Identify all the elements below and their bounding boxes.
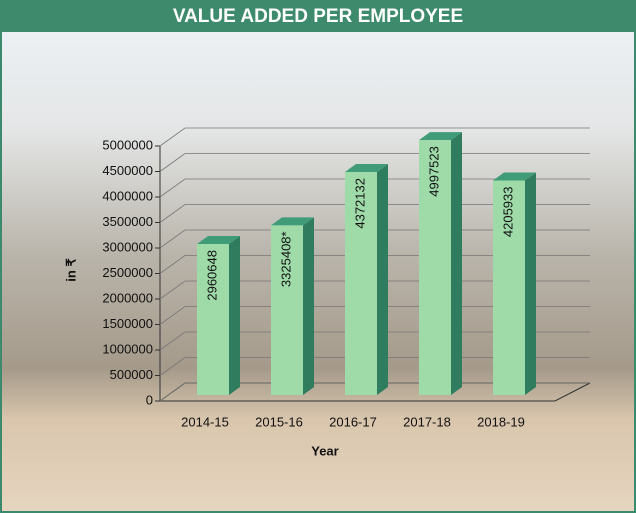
y-tick-label: 3500000: [102, 214, 153, 229]
y-tick-label: 1000000: [102, 341, 153, 356]
bar-top: [419, 132, 462, 141]
x-tick-label: 2014-15: [181, 414, 229, 429]
y-tick-label: 3000000: [102, 239, 153, 254]
bar-side: [229, 236, 240, 395]
bar-side: [525, 172, 536, 395]
title-bar: [0, 0, 636, 32]
grid-line: [159, 127, 590, 147]
value-label: 4997523: [426, 146, 441, 197]
bar-side: [303, 217, 314, 395]
value-label: 3325408*: [278, 231, 293, 287]
bar-top: [197, 236, 240, 245]
value-label: 4372132: [352, 178, 367, 229]
bar-top: [271, 217, 314, 226]
bar-side: [451, 132, 462, 395]
y-axis-label: in ₹: [63, 258, 78, 282]
y-tick-label: 0: [146, 392, 153, 407]
chart-title: VALUE ADDED PER EMPLOYEE: [173, 6, 463, 27]
value-label: 2960648: [204, 250, 219, 301]
bar-top: [493, 172, 536, 181]
bar: [419, 140, 451, 395]
y-tick-label: 4500000: [102, 163, 153, 178]
x-tick-label: 2016-17: [329, 414, 377, 429]
y-tick-label: 1500000: [102, 316, 153, 331]
bar-side: [377, 164, 388, 395]
x-tick-label: 2017-18: [403, 414, 451, 429]
y-tick-label: 500000: [110, 367, 153, 382]
y-tick-label: 2500000: [102, 265, 153, 280]
bar-top: [345, 164, 388, 173]
value-label: 4205933: [500, 186, 515, 237]
bar: [197, 244, 229, 395]
y-tick-label: 2000000: [102, 290, 153, 305]
y-tick-label: 5000000: [102, 137, 153, 152]
bar: [345, 172, 377, 395]
x-tick-label: 2015-16: [255, 414, 303, 429]
bar: [271, 225, 303, 395]
x-axis-label: Year: [311, 443, 338, 458]
y-tick-label: 4000000: [102, 188, 153, 203]
x-tick-label: 2018-19: [477, 414, 525, 429]
bar: [493, 180, 525, 395]
